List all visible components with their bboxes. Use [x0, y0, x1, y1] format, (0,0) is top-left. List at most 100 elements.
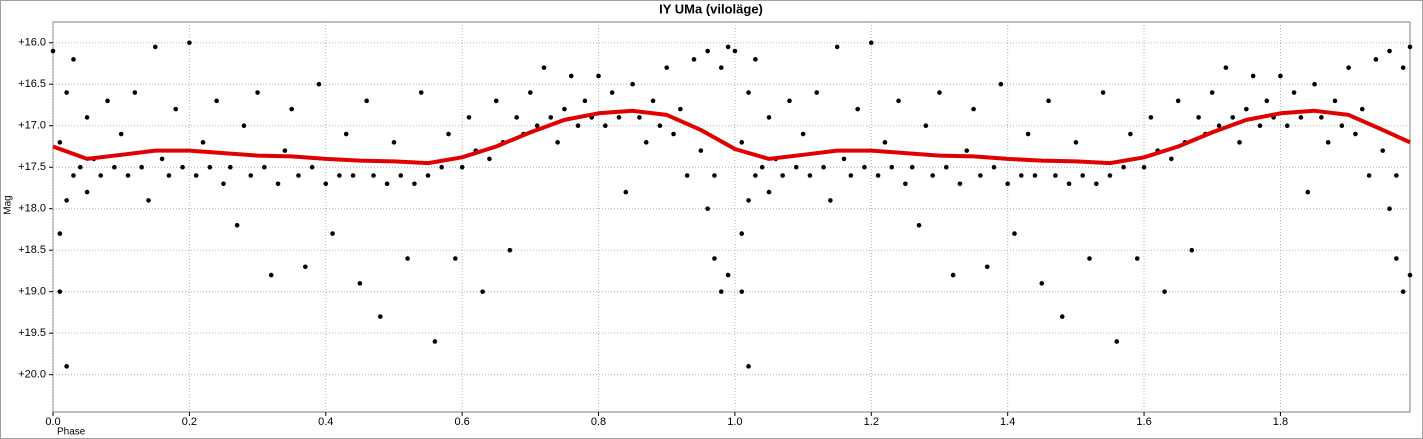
data-point: [146, 198, 151, 203]
data-point: [1162, 289, 1167, 294]
data-point: [357, 281, 363, 286]
data-point: [64, 198, 69, 203]
data-point: [152, 44, 158, 50]
data-point: [1121, 164, 1126, 170]
data-point: [616, 115, 622, 120]
data-point: [875, 173, 881, 178]
data-point: [971, 106, 976, 112]
data-point: [439, 164, 444, 170]
data-point: [1066, 181, 1072, 187]
data-point: [241, 123, 247, 129]
data-point: [903, 181, 908, 187]
data-point: [432, 339, 438, 344]
data-point: [596, 73, 601, 79]
data-point: [1305, 189, 1311, 195]
data-point: [1387, 48, 1392, 54]
data-point: [862, 164, 867, 170]
data-point: [848, 173, 854, 178]
data-point: [412, 181, 417, 187]
data-point: [603, 123, 608, 129]
data-point: [1100, 90, 1106, 95]
data-point: [487, 156, 492, 162]
data-point: [712, 173, 717, 178]
data-point: [568, 73, 574, 79]
data-point: [275, 181, 281, 187]
data-point: [453, 256, 458, 261]
data-point: [1250, 73, 1256, 79]
data-point: [882, 140, 888, 145]
data-point: [316, 81, 322, 87]
data-point: [234, 222, 240, 228]
data-point: [282, 148, 288, 153]
data-point: [957, 181, 963, 187]
data-point: [1073, 140, 1079, 145]
data-point: [909, 164, 915, 170]
data-point: [139, 164, 144, 170]
data-point: [575, 123, 581, 129]
data-point: [916, 222, 922, 228]
data-point: [1025, 131, 1031, 137]
data-point: [650, 98, 656, 104]
data-point: [950, 272, 956, 278]
data-point: [1053, 173, 1058, 178]
data-point: [746, 90, 751, 95]
data-point: [678, 106, 683, 112]
data-point: [159, 156, 165, 162]
data-point: [978, 173, 983, 178]
y-tick-label: +18.5: [18, 244, 46, 256]
data-point: [118, 131, 124, 137]
data-point: [255, 90, 260, 95]
data-point: [64, 90, 69, 95]
y-axis-label: Mag: [3, 195, 14, 214]
x-tick-label: 1.4: [1000, 416, 1015, 428]
data-point: [1366, 173, 1372, 178]
data-point: [637, 115, 642, 120]
data-point: [309, 164, 315, 170]
data-point: [671, 131, 676, 137]
data-point: [1339, 123, 1345, 129]
data-point: [1141, 164, 1147, 170]
data-point: [64, 364, 69, 369]
data-point: [1373, 57, 1379, 62]
x-tick-label: 1.8: [1273, 416, 1288, 428]
y-tick-label: +16.0: [18, 37, 46, 49]
data-point: [937, 90, 942, 95]
data-point: [330, 231, 335, 236]
data-point: [1196, 115, 1201, 120]
data-point: [1346, 65, 1351, 70]
data-point: [187, 40, 192, 46]
data-point: [418, 90, 424, 95]
data-point: [582, 98, 588, 104]
y-tick-label: +17.5: [18, 161, 46, 173]
data-point: [71, 173, 76, 178]
data-point: [1237, 140, 1242, 145]
data-point: [1312, 81, 1317, 87]
data-point: [57, 289, 63, 294]
data-point: [180, 164, 185, 170]
data-point: [1223, 65, 1229, 70]
fit-curve: [52, 108, 1411, 166]
data-point: [1298, 115, 1304, 120]
data-point: [371, 173, 376, 178]
data-point: [739, 289, 745, 294]
data-point: [391, 140, 397, 145]
data-point: [718, 289, 724, 294]
data-point: [1046, 98, 1051, 104]
data-point: [289, 106, 294, 112]
data-point: [1284, 123, 1290, 129]
x-tick-label: 0.8: [591, 416, 606, 428]
data-point: [1325, 140, 1331, 145]
data-point: [459, 164, 465, 170]
data-point: [378, 314, 383, 319]
data-point: [828, 198, 833, 203]
data-point: [739, 231, 745, 236]
data-point: [323, 181, 329, 187]
data-point: [268, 272, 274, 278]
data-point: [1332, 98, 1338, 104]
data-point: [350, 173, 356, 178]
data-point: [691, 57, 697, 62]
data-point: [1134, 256, 1140, 261]
data-point: [57, 140, 63, 145]
data-point: [384, 181, 390, 187]
data-point: [207, 164, 213, 170]
